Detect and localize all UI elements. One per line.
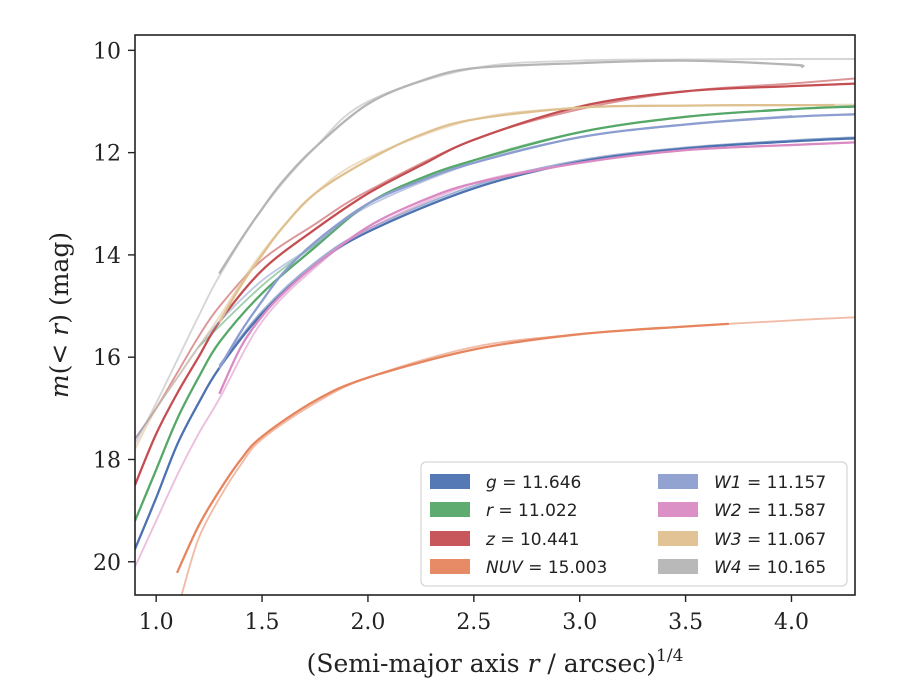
legend-swatch-z (430, 531, 470, 546)
legend-swatch-w2 (658, 502, 698, 517)
y-tick-label: 10 (93, 39, 121, 64)
legend-label-w4: W4 = 10.165 (714, 558, 826, 578)
series-group (135, 58, 855, 595)
legend-label-w2: W2 = 11.587 (714, 501, 826, 521)
legend-label-w1: W1 = 11.157 (714, 473, 826, 493)
series-line-r-2 (197, 104, 855, 348)
x-tick-label: 2.0 (350, 610, 385, 635)
legend-swatch-r (430, 502, 470, 517)
legend-swatch-w1 (658, 474, 698, 489)
y-tick-label: 18 (93, 448, 121, 473)
series-line-g-2 (218, 136, 855, 366)
plot-frame (134, 34, 856, 596)
x-tick-label: 3.0 (562, 610, 597, 635)
x-tick-label: 2.5 (456, 610, 491, 635)
legend-label-r: r = 11.022 (486, 501, 578, 521)
x-tick-label: 3.5 (668, 610, 703, 635)
y-tick-label: 12 (93, 142, 121, 167)
series-line-z-2 (135, 77, 855, 440)
y-tick-label: 16 (93, 346, 121, 371)
legend-label-z: z = 10.441 (485, 530, 579, 550)
series-line-w2-2 (135, 141, 855, 568)
legend-swatch-w4 (658, 559, 698, 574)
x-tick-label: 1.5 (245, 610, 280, 635)
legend-label-g: g = 11.646 (486, 473, 581, 493)
legend-box (420, 461, 848, 587)
y-tick-label: 20 (93, 551, 121, 576)
legend-swatch-w3 (658, 531, 698, 546)
x-axis-label: (Semi-major axis r / arcsec)1/4 (307, 646, 684, 678)
series-line-w4-2 (135, 58, 855, 446)
x-tick-label: 4.0 (774, 610, 809, 635)
x-tick-label: 1.0 (139, 610, 174, 635)
legend: g = 11.646 r = 11.022 z = 10.441 NUV = 15.0… (420, 461, 848, 587)
legend-swatch-g (430, 474, 470, 489)
axis-ticks: 1.0 1.5 2.0 2.5 3.0 3.5 4.0 10 12 14 16 18 20 (93, 39, 809, 635)
legend-swatch-nuv (430, 559, 470, 574)
y-tick-label: 14 (93, 244, 121, 269)
legend-label-nuv: NUV = 15.003 (486, 558, 607, 578)
y-axis-label: m(< r) (mag) (45, 232, 74, 398)
series-line-w3-2 (135, 103, 855, 451)
legend-label-w3: W3 = 11.067 (714, 530, 826, 550)
series-line-nuv-2 (180, 316, 855, 595)
